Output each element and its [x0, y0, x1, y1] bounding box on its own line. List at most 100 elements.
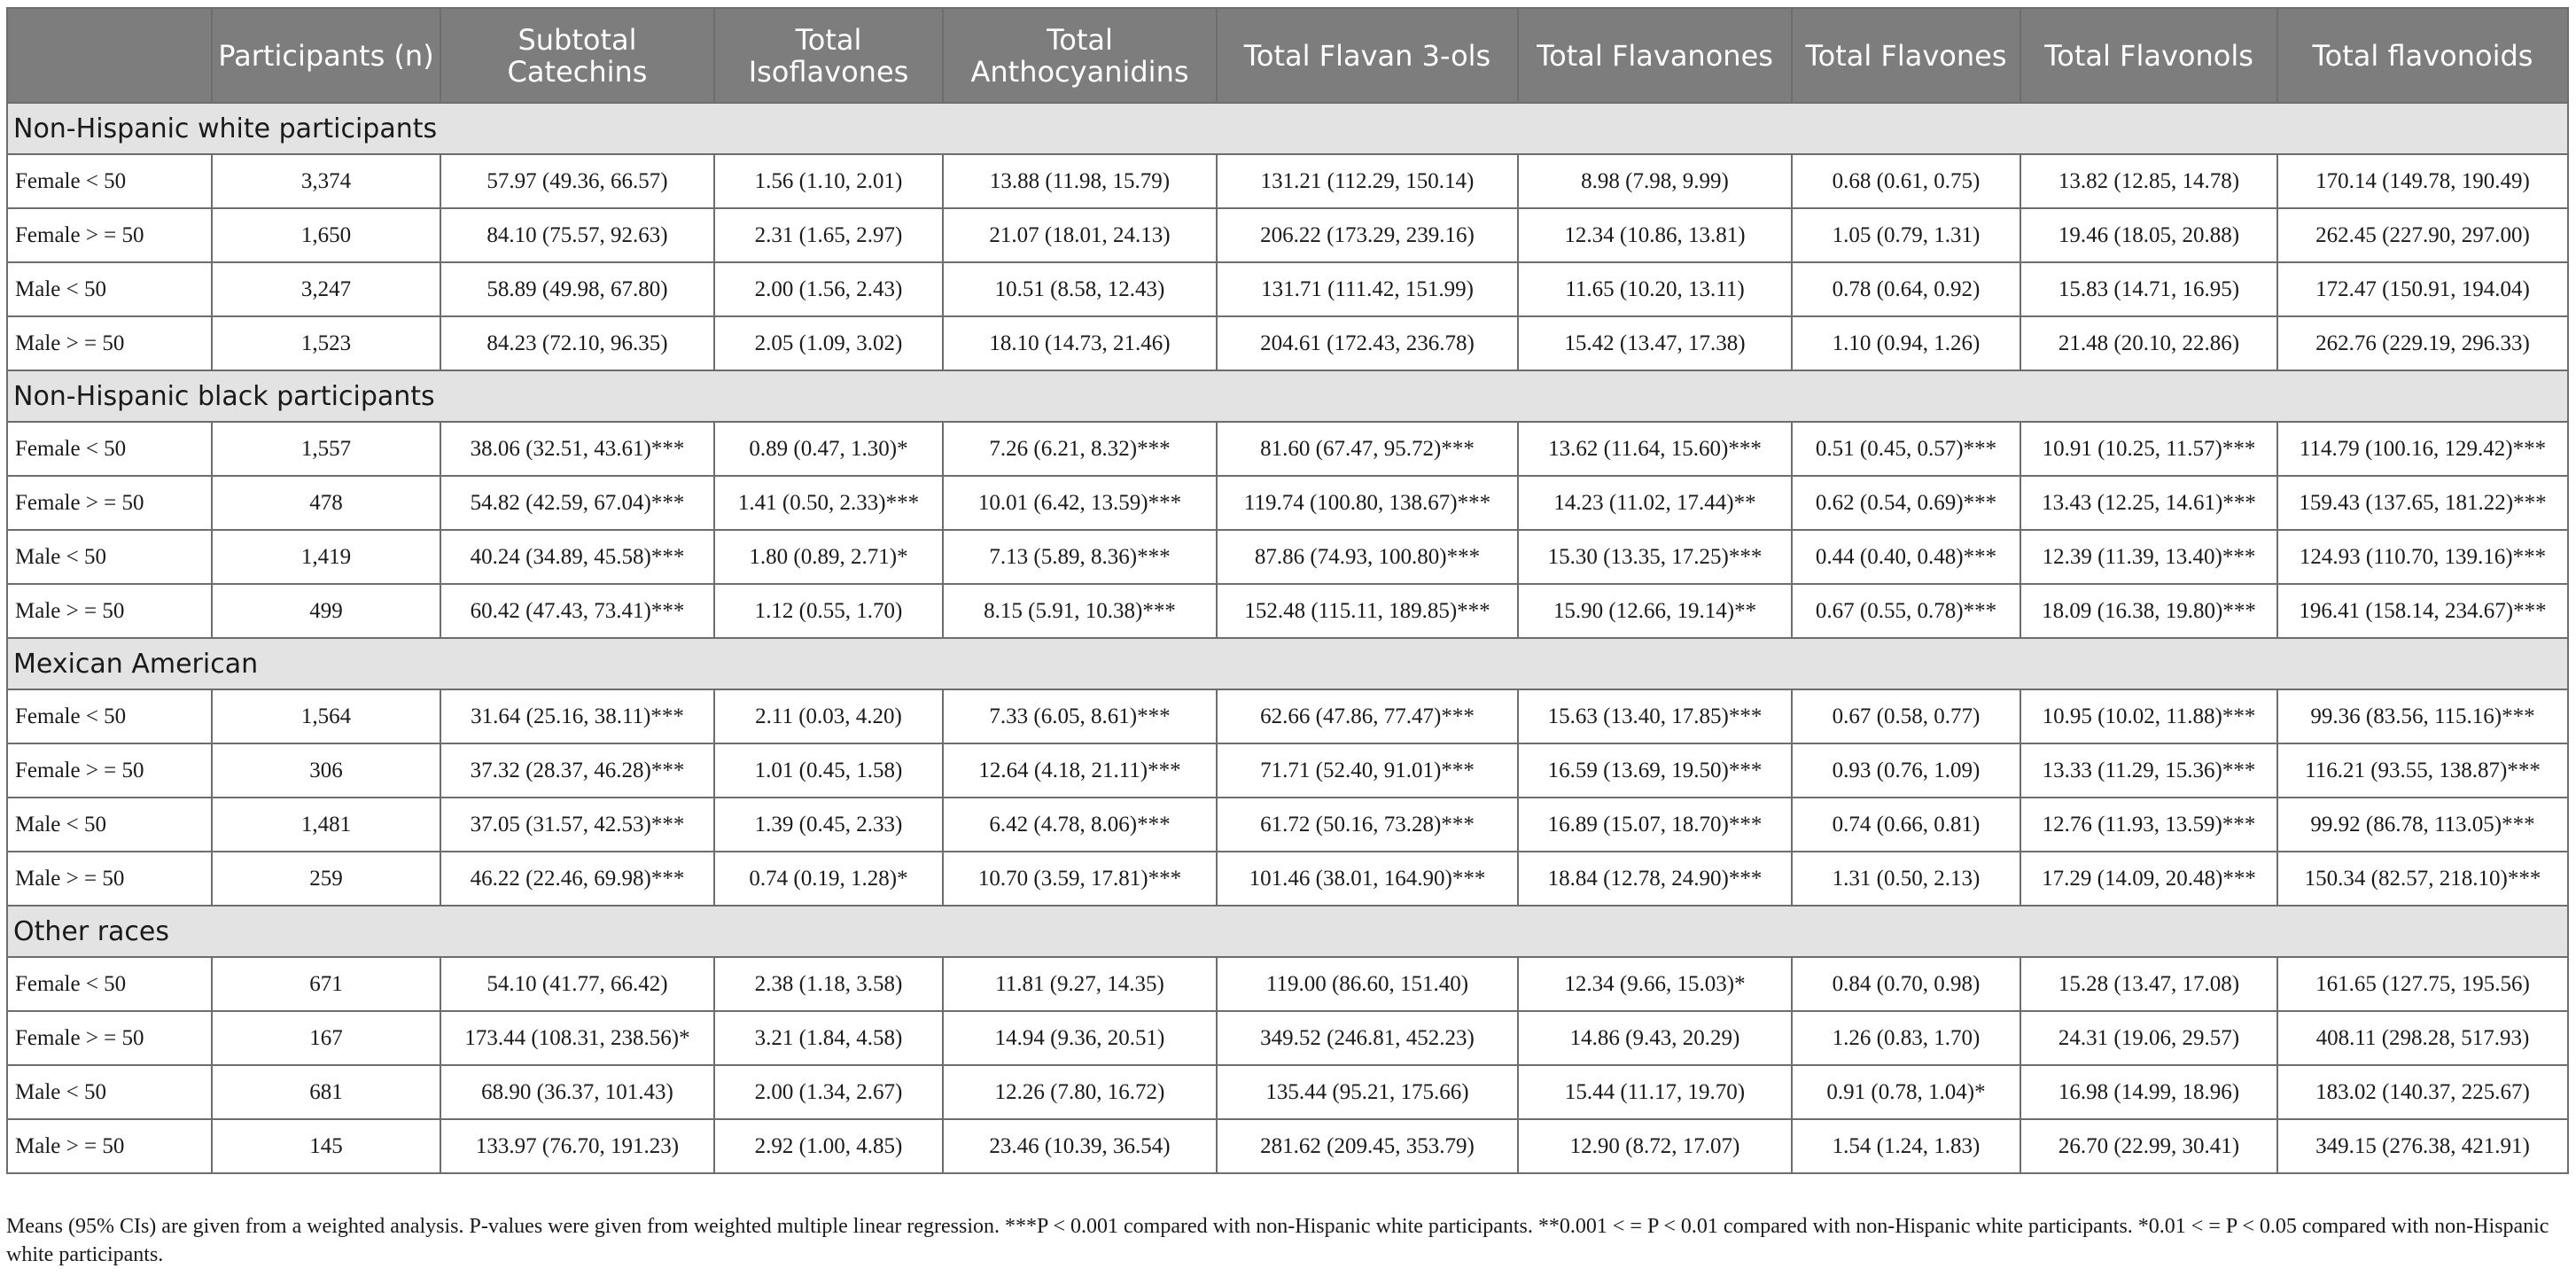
cell-total-anthocyanidins: 13.88 (11.98, 15.79) — [942, 153, 1218, 209]
cell-total-anthocyanidins: 12.64 (4.18, 21.11)*** — [942, 743, 1218, 798]
cell-total-flavonoids: 159.43 (137.65, 181.22)*** — [2276, 475, 2569, 531]
table-row: Female < 50 1,564 31.64 (25.16, 38.11)*** 2… — [6, 689, 2569, 744]
cell-total-isoflavones: 3.21 (1.84, 4.58) — [713, 1010, 944, 1066]
row-label: Female > = 50 — [6, 207, 213, 263]
group-title: Other races — [6, 905, 2569, 958]
column-header-total-flavonols: Total Flavonols — [2020, 7, 2278, 104]
column-header-total-flavones: Total Flavones — [1791, 7, 2021, 104]
row-label: Female < 50 — [6, 153, 213, 209]
cell-subtotal-catechins: 84.23 (72.10, 96.35) — [440, 315, 715, 371]
column-header-total-flavanones: Total Flavanones — [1517, 7, 1793, 104]
row-label: Male < 50 — [6, 529, 213, 585]
cell-total-isoflavones: 0.89 (0.47, 1.30)* — [713, 421, 944, 477]
cell-total-flavan-3-ols: 131.21 (112.29, 150.14) — [1216, 153, 1519, 209]
cell-total-flavan-3-ols: 62.66 (47.86, 77.47)*** — [1216, 689, 1519, 744]
cell-total-anthocyanidins: 10.70 (3.59, 17.81)*** — [942, 851, 1218, 907]
cell-total-flavonols: 12.76 (11.93, 13.59)*** — [2020, 797, 2278, 852]
cell-subtotal-catechins: 54.10 (41.77, 66.42) — [440, 956, 715, 1012]
cell-participants-n: 1,481 — [211, 797, 441, 852]
table-row: Female > = 50 1,650 84.10 (75.57, 92.63) 2.… — [6, 207, 2569, 263]
row-label: Female > = 50 — [6, 743, 213, 798]
cell-total-flavones: 0.93 (0.76, 1.09) — [1791, 743, 2021, 798]
cell-total-isoflavones: 2.11 (0.03, 4.20) — [713, 689, 944, 744]
cell-total-flavanones: 18.84 (12.78, 24.90)*** — [1517, 851, 1793, 907]
cell-total-flavan-3-ols: 81.60 (67.47, 95.72)*** — [1216, 421, 1519, 477]
cell-total-flavan-3-ols: 119.00 (86.60, 151.40) — [1216, 956, 1519, 1012]
cell-total-anthocyanidins: 7.26 (6.21, 8.32)*** — [942, 421, 1218, 477]
table-footnote: Means (95% CIs) are given from a weighte… — [6, 1215, 2549, 1266]
column-header-subtotal-catechins: Subtotal Catechins — [440, 7, 715, 104]
cell-total-flavonols: 10.95 (10.02, 11.88)*** — [2020, 689, 2278, 744]
cell-total-flavan-3-ols: 61.72 (50.16, 73.28)*** — [1216, 797, 1519, 852]
cell-subtotal-catechins: 60.42 (47.43, 73.41)*** — [440, 583, 715, 639]
column-header-total-flavan-3-ols: Total Flavan 3-ols — [1216, 7, 1519, 104]
cell-total-flavanones: 15.42 (13.47, 17.38) — [1517, 315, 1793, 371]
cell-total-flavonoids: 183.02 (140.37, 225.67) — [2276, 1064, 2569, 1120]
cell-total-flavanones: 16.89 (15.07, 18.70)*** — [1517, 797, 1793, 852]
cell-total-isoflavones: 1.56 (1.10, 2.01) — [713, 153, 944, 209]
cell-total-isoflavones: 2.00 (1.56, 2.43) — [713, 261, 944, 317]
flavonoid-table-container: Participants (n) Subtotal Catechins Total … — [6, 7, 2569, 1174]
cell-total-flavonoids: 124.93 (110.70, 139.16)*** — [2276, 529, 2569, 585]
cell-total-flavones: 0.74 (0.66, 0.81) — [1791, 797, 2021, 852]
cell-total-isoflavones: 2.00 (1.34, 2.67) — [713, 1064, 944, 1120]
cell-participants-n: 671 — [211, 956, 441, 1012]
cell-total-anthocyanidins: 18.10 (14.73, 21.46) — [942, 315, 1218, 371]
cell-total-flavanones: 14.86 (9.43, 20.29) — [1517, 1010, 1793, 1066]
cell-total-anthocyanidins: 21.07 (18.01, 24.13) — [942, 207, 1218, 263]
cell-total-flavonoids: 114.79 (100.16, 129.42)*** — [2276, 421, 2569, 477]
cell-subtotal-catechins: 133.97 (76.70, 191.23) — [440, 1118, 715, 1174]
cell-total-anthocyanidins: 12.26 (7.80, 16.72) — [942, 1064, 1218, 1120]
row-label: Male < 50 — [6, 797, 213, 852]
cell-total-flavanones: 12.34 (9.66, 15.03)* — [1517, 956, 1793, 1012]
cell-total-isoflavones: 1.80 (0.89, 2.71)* — [713, 529, 944, 585]
cell-total-flavones: 0.91 (0.78, 1.04)* — [1791, 1064, 2021, 1120]
cell-total-flavonols: 13.82 (12.85, 14.78) — [2020, 153, 2278, 209]
cell-total-flavonoids: 262.45 (227.90, 297.00) — [2276, 207, 2569, 263]
cell-total-flavonoids: 116.21 (93.55, 138.87)*** — [2276, 743, 2569, 798]
row-label: Male < 50 — [6, 261, 213, 317]
cell-total-flavones: 0.67 (0.55, 0.78)*** — [1791, 583, 2021, 639]
table-row: Male > = 50 1,523 84.23 (72.10, 96.35) 2.05… — [6, 315, 2569, 371]
cell-total-flavonoids: 161.65 (127.75, 195.56) — [2276, 956, 2569, 1012]
cell-total-flavonoids: 170.14 (149.78, 190.49) — [2276, 153, 2569, 209]
cell-subtotal-catechins: 31.64 (25.16, 38.11)*** — [440, 689, 715, 744]
cell-total-flavan-3-ols: 281.62 (209.45, 353.79) — [1216, 1118, 1519, 1174]
group-header-row: Mexican American — [6, 637, 2569, 690]
cell-participants-n: 1,650 — [211, 207, 441, 263]
cell-total-flavones: 0.51 (0.45, 0.57)*** — [1791, 421, 2021, 477]
cell-participants-n: 1,419 — [211, 529, 441, 585]
cell-total-anthocyanidins: 23.46 (10.39, 36.54) — [942, 1118, 1218, 1174]
table-row: Female < 50 1,557 38.06 (32.51, 43.61)*** 0… — [6, 421, 2569, 477]
table-row: Female > = 50 167 173.44 (108.31, 238.56)*… — [6, 1010, 2569, 1066]
cell-total-anthocyanidins: 14.94 (9.36, 20.51) — [942, 1010, 1218, 1066]
table-row: Male < 50 3,247 58.89 (49.98, 67.80) 2.00 (… — [6, 261, 2569, 317]
cell-total-flavonols: 12.39 (11.39, 13.40)*** — [2020, 529, 2278, 585]
row-label: Male < 50 — [6, 1064, 213, 1120]
cell-total-flavanones: 11.65 (10.20, 13.11) — [1517, 261, 1793, 317]
cell-total-flavonoids: 408.11 (298.28, 517.93) — [2276, 1010, 2569, 1066]
group-header-row: Other races — [6, 905, 2569, 958]
cell-total-anthocyanidins: 11.81 (9.27, 14.35) — [942, 956, 1218, 1012]
cell-total-anthocyanidins: 10.01 (6.42, 13.59)*** — [942, 475, 1218, 531]
cell-subtotal-catechins: 37.32 (28.37, 46.28)*** — [440, 743, 715, 798]
cell-total-flavonols: 21.48 (20.10, 22.86) — [2020, 315, 2278, 371]
cell-total-flavones: 0.62 (0.54, 0.69)*** — [1791, 475, 2021, 531]
cell-total-isoflavones: 1.39 (0.45, 2.33) — [713, 797, 944, 852]
cell-total-anthocyanidins: 7.13 (5.89, 8.36)*** — [942, 529, 1218, 585]
cell-participants-n: 306 — [211, 743, 441, 798]
table-row: Male < 50 1,481 37.05 (31.57, 42.53)*** 1.3… — [6, 797, 2569, 852]
cell-total-flavanones: 13.62 (11.64, 15.60)*** — [1517, 421, 1793, 477]
table-row: Male < 50 1,419 40.24 (34.89, 45.58)*** 1.8… — [6, 529, 2569, 585]
cell-total-flavonols: 13.43 (12.25, 14.61)*** — [2020, 475, 2278, 531]
cell-total-isoflavones: 0.74 (0.19, 1.28)* — [713, 851, 944, 907]
cell-participants-n: 499 — [211, 583, 441, 639]
cell-total-flavonoids: 99.36 (83.56, 115.16)*** — [2276, 689, 2569, 744]
group-title: Mexican American — [6, 637, 2569, 690]
column-header-label — [6, 7, 213, 104]
cell-participants-n: 1,523 — [211, 315, 441, 371]
cell-total-flavones: 0.44 (0.40, 0.48)*** — [1791, 529, 2021, 585]
cell-participants-n: 3,374 — [211, 153, 441, 209]
cell-participants-n: 259 — [211, 851, 441, 907]
cell-total-isoflavones: 2.05 (1.09, 3.02) — [713, 315, 944, 371]
